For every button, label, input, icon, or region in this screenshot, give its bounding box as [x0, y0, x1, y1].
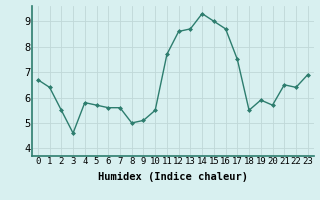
X-axis label: Humidex (Indice chaleur): Humidex (Indice chaleur) [98, 172, 248, 182]
